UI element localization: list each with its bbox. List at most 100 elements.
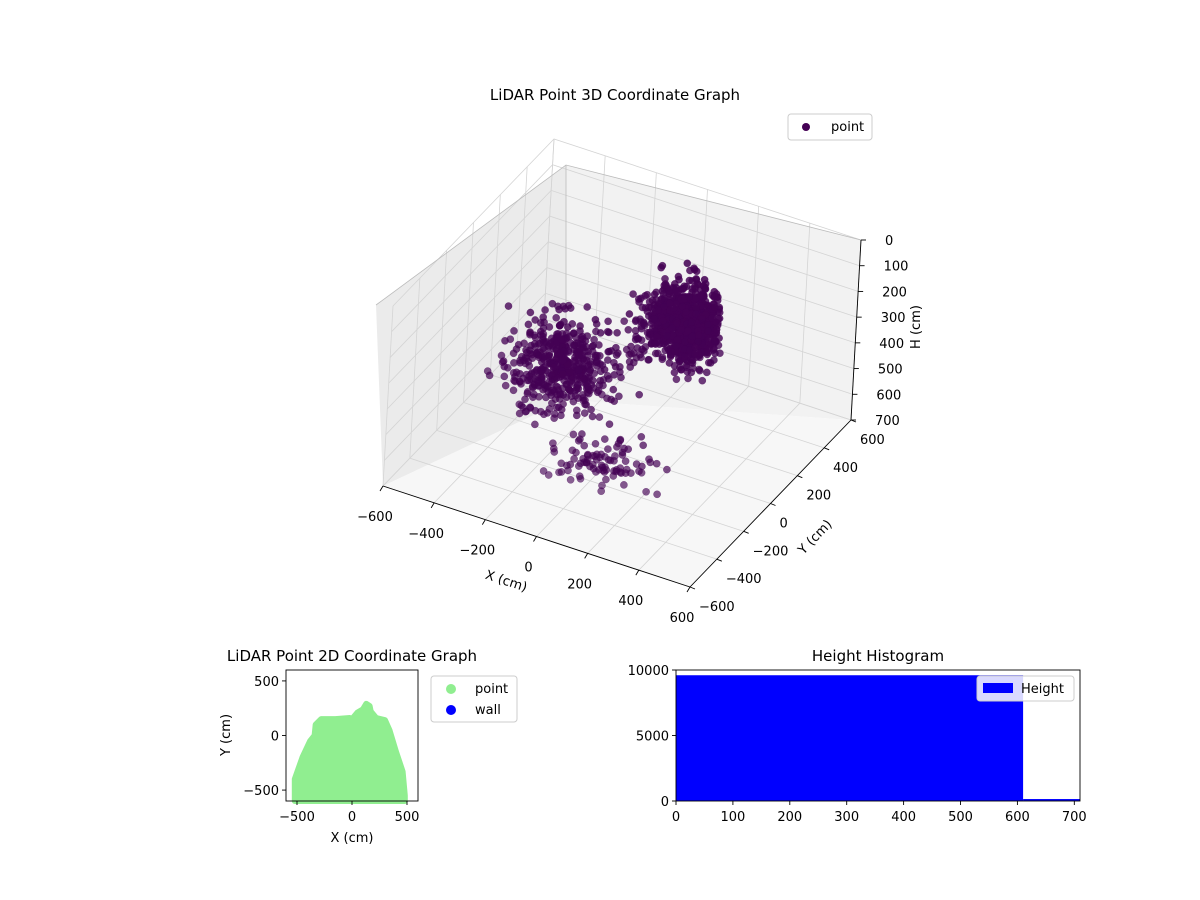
scatter-point-3d <box>539 338 548 347</box>
scatter-point-3d <box>665 359 674 367</box>
scatter-point-3d <box>531 420 539 429</box>
histogram-title: Height Histogram <box>812 647 944 665</box>
x-tick-label: 200 <box>567 577 592 592</box>
y-tick <box>743 530 749 534</box>
scatter-point-3d <box>675 275 683 284</box>
scatter-point-3d <box>645 303 653 312</box>
scatter-point-3d <box>618 451 627 459</box>
y-tick-label: 200 <box>806 489 831 504</box>
legend-height-label: Height <box>1021 682 1064 697</box>
point-cloud-footprint <box>291 700 408 804</box>
x-axis-label-2d: X (cm) <box>331 831 374 846</box>
scatter-point-3d <box>572 448 580 457</box>
scatter-point-3d <box>534 378 543 387</box>
scatter-point-3d <box>566 475 575 484</box>
h-tick-label: 500 <box>878 363 903 378</box>
scatter-point-3d <box>698 314 707 323</box>
scatter-point-3d <box>515 409 524 418</box>
x-tick-label-hist: 500 <box>948 810 973 825</box>
plot-3d: LiDAR Point 3D Coordinate Graph −600 −400… <box>357 86 924 626</box>
x-tick-label: −400 <box>408 527 444 542</box>
scatter-point-3d <box>690 265 699 274</box>
scatter-point-3d <box>552 313 561 322</box>
scatter-point-3d <box>606 456 615 465</box>
scatter-point-3d <box>663 331 671 340</box>
scatter-point-3d <box>653 490 661 499</box>
scatter-point-3d <box>591 315 600 324</box>
scatter-point-3d <box>574 366 583 375</box>
scatter-point-3d <box>613 443 621 451</box>
scatter-point-3d <box>672 288 681 296</box>
scatter-point-3d <box>576 435 584 444</box>
scatter-point-3d <box>688 276 696 285</box>
scatter-point-3d <box>639 441 648 450</box>
scatter-point-3d <box>590 335 598 344</box>
scatter-point-3d <box>603 356 612 364</box>
scatter-point-3d <box>556 349 565 358</box>
scatter-point-3d <box>621 457 630 466</box>
scatter-point-3d <box>714 315 723 323</box>
scatter-point-3d <box>711 349 719 358</box>
scatter-point-3d <box>603 394 611 403</box>
ticks-3d: −600−400−2000200400600−600−400−200020040… <box>357 234 908 626</box>
scatter-point-3d <box>625 310 634 318</box>
scatter-point-3d <box>539 363 548 372</box>
scatter-point-3d <box>540 318 548 327</box>
scatter-point-3d <box>671 341 680 350</box>
x-tick-label-hist: 300 <box>834 810 859 825</box>
scatter-point-3d <box>659 316 667 325</box>
y-tick-label-hist: 10000 <box>628 664 669 679</box>
scatter-point-3d <box>683 259 692 268</box>
legend-3d: point <box>787 113 873 141</box>
scatter-point-3d <box>580 458 588 467</box>
scatter-point-3d <box>633 335 642 343</box>
legend-wall-label: wall <box>475 703 501 718</box>
scatter-point-3d <box>531 316 540 324</box>
scatter-point-3d <box>712 325 721 334</box>
scatter-point-3d <box>558 356 567 365</box>
scatter-point-3d <box>540 410 548 419</box>
x-tick-label: 400 <box>618 594 643 609</box>
scatter-point-3d <box>637 432 646 441</box>
scatter-point-3d <box>580 441 589 450</box>
scatter-point-3d <box>548 386 556 395</box>
scatter-point-3d <box>597 487 606 496</box>
ticks-histogram: 0 100 200 300 400 500 600 700 0 5000 10000 <box>628 664 1087 825</box>
scatter-point-3d <box>602 466 611 474</box>
y-tick-label: 400 <box>833 461 858 476</box>
h-tick-label: 400 <box>879 337 904 352</box>
floor-pane <box>383 400 851 587</box>
scatter-point-3d <box>638 462 646 471</box>
scatter-point-3d <box>549 444 558 453</box>
scatter-point-3d <box>564 466 572 475</box>
scatter-point-3d <box>580 409 589 417</box>
legend-histogram: Height <box>976 675 1075 702</box>
grid-line-h <box>389 189 859 358</box>
scatter-point-3d <box>575 472 584 481</box>
scatter-point-3d <box>680 338 689 346</box>
scatter-point-3d <box>677 326 686 334</box>
scatter-point-3d <box>595 381 604 389</box>
scatter-point-3d <box>583 303 592 311</box>
scatter-point-3d <box>483 367 492 375</box>
scatter-point-3d <box>605 347 613 356</box>
y-tick <box>689 586 696 590</box>
scatter-point-3d <box>672 319 681 328</box>
scatter-point-3d <box>688 332 696 341</box>
scatter-point-3d <box>512 368 521 377</box>
scatter-point-3d <box>549 363 558 371</box>
scatter-point-3d <box>612 467 620 476</box>
scatter-point-3d <box>510 327 518 335</box>
scatter-point-3d <box>710 303 719 312</box>
scatter-point-3d <box>695 365 703 374</box>
x-tick-label: 0 <box>524 561 532 576</box>
scatter-point-3d <box>591 439 600 448</box>
scatter-point-3d <box>558 370 567 378</box>
scatter-point-3d <box>540 352 549 361</box>
x-axis-label: X (cm) <box>483 568 529 596</box>
scatter-point-3d <box>582 356 591 365</box>
scatter-point-3d <box>542 382 551 391</box>
scatter-point-3d <box>528 350 536 359</box>
y-tick-label-2d: 500 <box>254 675 279 690</box>
